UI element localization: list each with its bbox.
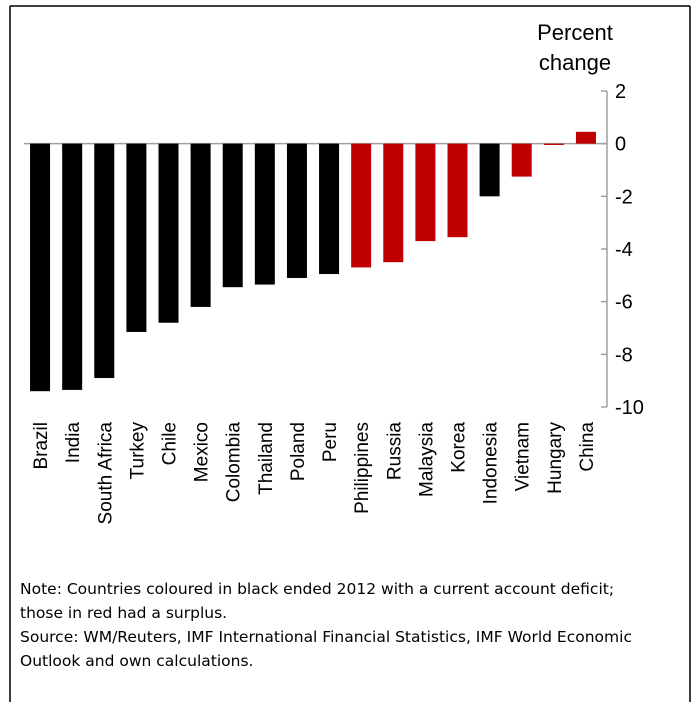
x-tick-label: Turkey — [127, 422, 148, 480]
bar — [575, 131, 596, 144]
bar — [351, 143, 372, 268]
bar — [286, 143, 307, 278]
source: Source: WM/Reuters, IMF International Fi… — [20, 628, 632, 670]
bar — [254, 143, 275, 285]
bar — [543, 143, 564, 145]
x-tick-label: South Africa — [95, 422, 116, 525]
x-tick-label: Hungary — [545, 422, 566, 494]
x-tick-label: Malaysia — [416, 422, 437, 497]
x-tick-label: Colombia — [224, 422, 245, 503]
y-tick-label: -10 — [615, 397, 644, 419]
bar — [190, 143, 211, 307]
x-tick-label: Thailand — [256, 422, 277, 495]
x-tick-label: Mexico — [192, 422, 213, 482]
x-tick-label: Korea — [449, 422, 470, 473]
bar — [319, 143, 340, 275]
y-axis-label: Percent change — [537, 20, 613, 75]
bar — [447, 143, 468, 238]
x-tick-label: China — [577, 422, 598, 472]
y-tick-label: 2 — [615, 81, 626, 103]
bar — [511, 143, 532, 177]
note: Note: Countries coloured in black ended … — [20, 580, 615, 622]
y-tick-label: -4 — [615, 239, 633, 261]
bar — [62, 143, 83, 390]
y-tick-label: -2 — [615, 186, 633, 208]
bar — [126, 143, 147, 332]
bar — [383, 143, 404, 263]
x-tick-label: Vietnam — [513, 422, 534, 491]
x-tick-label: Chile — [160, 422, 181, 465]
y-tick-label: -6 — [615, 292, 633, 314]
y-tick-label: 0 — [615, 134, 626, 156]
x-tick-label: Indonesia — [481, 422, 502, 505]
bar — [158, 143, 179, 323]
x-tick-label: India — [63, 422, 84, 464]
x-tick-label: Russia — [384, 422, 405, 481]
x-tick-label: Philippines — [352, 422, 373, 514]
x-tick-label: Brazil — [31, 422, 52, 470]
bar — [94, 143, 115, 379]
bar — [222, 143, 243, 288]
x-tick-label: Poland — [288, 422, 309, 481]
y-tick-label: -8 — [615, 344, 633, 366]
bar — [415, 143, 436, 242]
bar — [30, 143, 51, 392]
x-tick-label: Peru — [320, 422, 341, 462]
bar — [479, 143, 500, 197]
notes: Note: Countries coloured in black ended … — [20, 577, 660, 673]
